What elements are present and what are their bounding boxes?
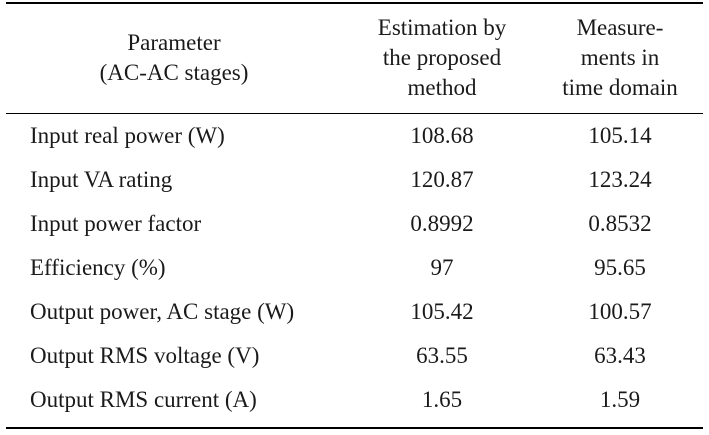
measurement-cell: 1.59 — [599, 387, 641, 412]
parameter-cell: Input real power (W) — [30, 123, 225, 148]
parameter-cell: Output power, AC stage (W) — [30, 299, 295, 324]
estimation-cell: 97 — [430, 255, 454, 280]
parameter-cell: Input power factor — [30, 211, 202, 236]
measurement-cell: 0.8532 — [588, 211, 652, 236]
estimation-cell: 120.87 — [410, 167, 474, 192]
table-row: Output RMS current (A) 1.65 1.59 — [0, 378, 709, 422]
measurement-cell: 105.14 — [588, 123, 652, 148]
measurement-cell: 95.65 — [594, 255, 646, 280]
header-measurements: Measure- ments in time domain — [562, 15, 678, 100]
estimation-cell: 105.42 — [410, 299, 474, 324]
table-row: Efficiency (%) 97 95.65 — [0, 246, 709, 290]
parameter-cell: Efficiency (%) — [30, 255, 166, 280]
parameter-cell: Output RMS current (A) — [30, 387, 257, 412]
header-parameter: Parameter (AC-AC stages) — [99, 30, 249, 85]
table-row: Output power, AC stage (W) 105.42 100.57 — [0, 290, 709, 334]
table-row: Input power factor 0.8992 0.8532 — [0, 202, 709, 246]
bottom-rule — [6, 427, 703, 429]
table-row: Output RMS voltage (V) 63.55 63.43 — [0, 334, 709, 378]
estimation-cell: 63.55 — [416, 343, 468, 368]
estimation-cell: 1.65 — [421, 387, 463, 412]
estimation-cell: 0.8992 — [410, 211, 474, 236]
table-body: Input real power (W) 108.68 105.14 Input… — [0, 114, 709, 422]
table-row: Input VA rating 120.87 123.24 — [0, 158, 709, 202]
parameter-cell: Output RMS voltage (V) — [30, 343, 260, 368]
parameter-cell: Input VA rating — [30, 167, 173, 192]
measurement-cell: 63.43 — [594, 343, 646, 368]
measurement-cell: 100.57 — [588, 299, 652, 324]
top-rule — [6, 2, 703, 4]
header-estimation: Estimation by the proposed method — [377, 15, 507, 100]
estimation-cell: 108.68 — [410, 123, 474, 148]
measurement-cell: 123.24 — [588, 167, 652, 192]
table-row: Input real power (W) 108.68 105.14 — [0, 114, 709, 158]
header-rule — [6, 113, 703, 115]
